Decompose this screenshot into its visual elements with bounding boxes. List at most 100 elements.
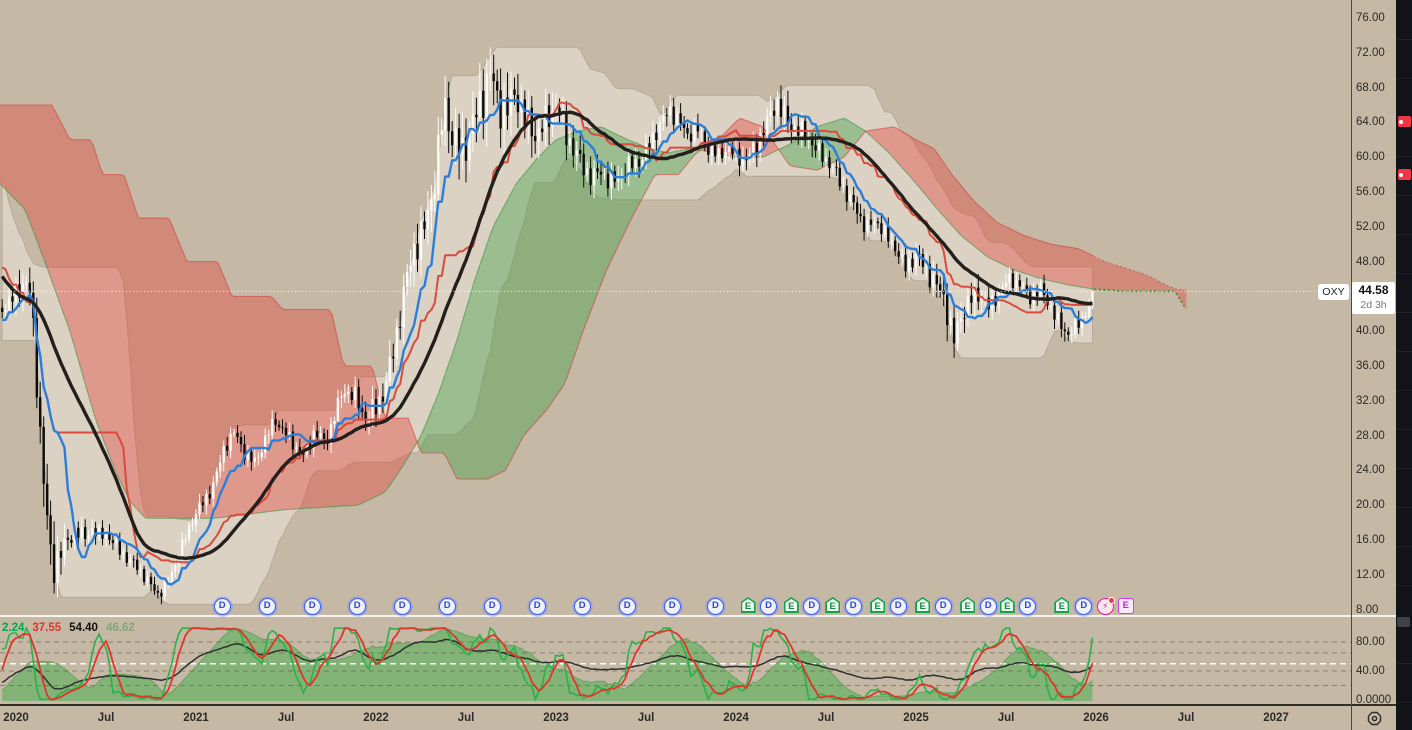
indicator-values: 2.24 37.55 54.40 46.62 bbox=[2, 622, 143, 634]
dividend-badge[interactable]: D bbox=[348, 598, 366, 615]
strip-handle[interactable] bbox=[1397, 617, 1410, 627]
symbol-label: OXY bbox=[1318, 284, 1349, 300]
indicator-value-4: 46.62 bbox=[105, 622, 135, 634]
time-axis-label: Jul bbox=[997, 712, 1015, 724]
dividend-badge[interactable]: D bbox=[213, 598, 231, 615]
earnings-badge[interactable]: E bbox=[825, 597, 841, 613]
dividend-badge[interactable]: D bbox=[760, 598, 778, 615]
earnings-badge[interactable]: E bbox=[1054, 597, 1070, 613]
oscillator-signal-line bbox=[1, 627, 1094, 701]
bar-countdown: 2d 3h bbox=[1360, 299, 1387, 311]
time-axis-label: 2023 bbox=[543, 712, 569, 724]
strip-divider bbox=[1396, 156, 1412, 157]
earnings-badge[interactable]: E bbox=[960, 597, 976, 613]
senkou-a-line bbox=[0, 117, 1094, 519]
alert-dot bbox=[1399, 172, 1403, 177]
time-axis-label: Jul bbox=[637, 712, 655, 724]
earnings-badge[interactable]: E bbox=[740, 597, 756, 613]
strip-divider bbox=[1396, 234, 1412, 235]
time-axis-label: Jul bbox=[1177, 712, 1195, 724]
alert-tag[interactable] bbox=[1398, 169, 1411, 180]
alert-tag[interactable] bbox=[1398, 116, 1411, 127]
sub-axis-label: 80.00 bbox=[1356, 636, 1385, 648]
price-axis-label: 32.00 bbox=[1356, 394, 1385, 407]
price-axis-label: 68.00 bbox=[1356, 81, 1385, 94]
price-axis-label: 56.00 bbox=[1356, 186, 1385, 198]
senkou-b-projection bbox=[1093, 255, 1185, 290]
main-pane[interactable] bbox=[0, 46, 1187, 605]
last-price-label[interactable]: 44.58 2d 3h bbox=[1352, 282, 1395, 314]
dividend-badge[interactable]: D bbox=[483, 598, 501, 615]
dividend-badge[interactable]: D bbox=[934, 598, 952, 615]
price-axis-label: 60.00 bbox=[1356, 151, 1385, 164]
dividend-badge[interactable]: D bbox=[844, 598, 862, 615]
earnings-surprise-badge[interactable]: ⚡ bbox=[1096, 597, 1115, 615]
ichimoku-cloud-bullish bbox=[418, 118, 866, 480]
dividend-badge[interactable]: D bbox=[979, 598, 997, 615]
earnings-badge[interactable]: E bbox=[870, 597, 886, 613]
right-toolbar-strip[interactable] bbox=[1396, 0, 1412, 730]
strip-divider bbox=[1396, 312, 1412, 313]
axis-settings-corner[interactable] bbox=[1352, 706, 1396, 730]
time-axis-label: Jul bbox=[457, 712, 475, 724]
price-axis-label: 48.00 bbox=[1356, 255, 1385, 268]
strip-divider bbox=[1396, 702, 1412, 703]
time-axis-label: Jul bbox=[97, 712, 115, 724]
price-axis-line bbox=[1351, 0, 1352, 730]
strip-divider bbox=[1396, 429, 1412, 430]
strip-divider bbox=[1396, 468, 1412, 469]
dividend-badge[interactable]: D bbox=[618, 598, 636, 615]
dividend-badge[interactable]: D bbox=[528, 598, 546, 615]
dividend-badge[interactable]: D bbox=[889, 598, 907, 615]
indicator-value-3: 54.40 bbox=[69, 622, 98, 634]
indicator-value-2: 37.55 bbox=[32, 622, 62, 634]
dividend-badge[interactable]: D bbox=[438, 598, 456, 615]
price-axis-label: 8.00 bbox=[1356, 603, 1379, 616]
tenkan-line bbox=[2, 98, 1094, 586]
oscillator-fast-line bbox=[1, 626, 1094, 702]
dividend-badge[interactable]: D bbox=[663, 598, 681, 615]
price-axis-label: 40.00 bbox=[1356, 325, 1385, 338]
price-axis-label: 20.00 bbox=[1356, 499, 1385, 512]
strip-divider bbox=[1396, 507, 1412, 508]
dividend-badge[interactable]: D bbox=[303, 598, 321, 615]
indicator-pane[interactable] bbox=[0, 626, 1351, 702]
dividend-badge[interactable]: D bbox=[1019, 598, 1037, 615]
earnings-badge[interactable]: E bbox=[999, 597, 1015, 613]
sub-axis-label: 0.0000 bbox=[1356, 694, 1392, 706]
strip-divider bbox=[1396, 585, 1412, 586]
time-axis-separator bbox=[0, 704, 1412, 706]
time-axis-label: 2021 bbox=[183, 712, 209, 724]
price-axis-label: 24.00 bbox=[1356, 464, 1385, 477]
strip-divider bbox=[1396, 195, 1412, 196]
dividend-badge[interactable]: D bbox=[258, 598, 276, 615]
strip-divider bbox=[1396, 390, 1412, 391]
dividend-badge[interactable]: D bbox=[803, 598, 821, 615]
earnings-badge[interactable]: E bbox=[915, 597, 931, 613]
strip-divider bbox=[1396, 351, 1412, 352]
time-axis-label: 2025 bbox=[903, 712, 929, 724]
time-axis-label: 2020 bbox=[3, 712, 29, 724]
dividend-badge[interactable]: D bbox=[1075, 598, 1093, 615]
dividend-badge[interactable]: D bbox=[573, 598, 591, 615]
time-axis-label: 2026 bbox=[1083, 712, 1109, 724]
sma-line bbox=[0, 110, 1093, 561]
earnings-badge[interactable]: E bbox=[783, 597, 799, 613]
strip-divider bbox=[1396, 663, 1412, 664]
dividend-badge[interactable]: D bbox=[393, 598, 411, 615]
price-axis-label: 16.00 bbox=[1356, 534, 1385, 546]
price-axis-label: 36.00 bbox=[1356, 360, 1385, 372]
ichimoku-cloud-bearish bbox=[0, 105, 1187, 519]
price-axis-label: 76.00 bbox=[1356, 12, 1385, 24]
gear-icon[interactable] bbox=[1367, 711, 1382, 726]
dividend-badge[interactable]: D bbox=[706, 598, 724, 615]
volatility-band bbox=[1, 46, 1093, 605]
last-price-value: 44.58 bbox=[1358, 283, 1389, 297]
upcoming-earnings-badge[interactable]: E bbox=[1117, 598, 1134, 614]
price-axis-label: 28.00 bbox=[1356, 429, 1385, 442]
senkou-a-projection bbox=[1094, 288, 1186, 307]
pane-separator[interactable] bbox=[0, 615, 1396, 617]
indicator-value-1: 2.24 bbox=[2, 622, 25, 634]
